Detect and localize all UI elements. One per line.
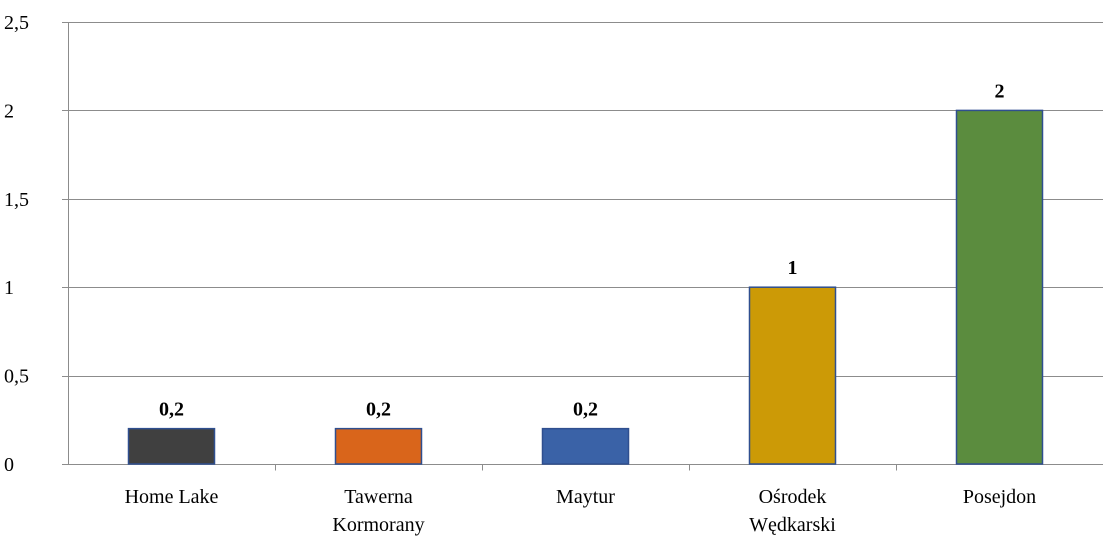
- y-tick-labels: 0 0,5 1 1,5 2 2,5: [4, 12, 29, 476]
- bars: [127, 109, 1044, 465]
- gridlines: [68, 22, 1103, 377]
- y-tick-label: 2: [4, 100, 14, 122]
- data-label: 0,2: [159, 399, 184, 421]
- category-label: Maytur: [556, 486, 615, 508]
- data-labels: 0,2 0,2 0,2 1 2: [159, 80, 1005, 420]
- bar: [127, 427, 216, 465]
- category-label: Ośrodek: [759, 486, 827, 508]
- y-tick-label: 0,5: [4, 366, 29, 388]
- bar: [334, 427, 423, 465]
- bar: [541, 427, 630, 465]
- category-label: Tawerna: [344, 486, 413, 508]
- data-label: 0,2: [366, 399, 391, 421]
- bar: [955, 109, 1044, 465]
- data-label: 1: [788, 257, 798, 279]
- bar: [748, 286, 837, 465]
- y-tick-label: 0: [4, 454, 14, 476]
- category-label: Posejdon: [963, 486, 1036, 508]
- y-tick-label: 1: [4, 277, 14, 299]
- y-tick-label: 2,5: [4, 12, 29, 34]
- category-label: Kormorany: [332, 514, 424, 536]
- y-tick-label: 1,5: [4, 189, 29, 211]
- category-label: Home Lake: [125, 486, 219, 508]
- data-label: 2: [995, 80, 1005, 102]
- category-label: Wędkarski: [749, 514, 836, 536]
- data-label: 0,2: [573, 399, 598, 421]
- x-category-labels: Home Lake Tawerna Kormorany Maytur Ośrodek Wę…: [125, 486, 1037, 536]
